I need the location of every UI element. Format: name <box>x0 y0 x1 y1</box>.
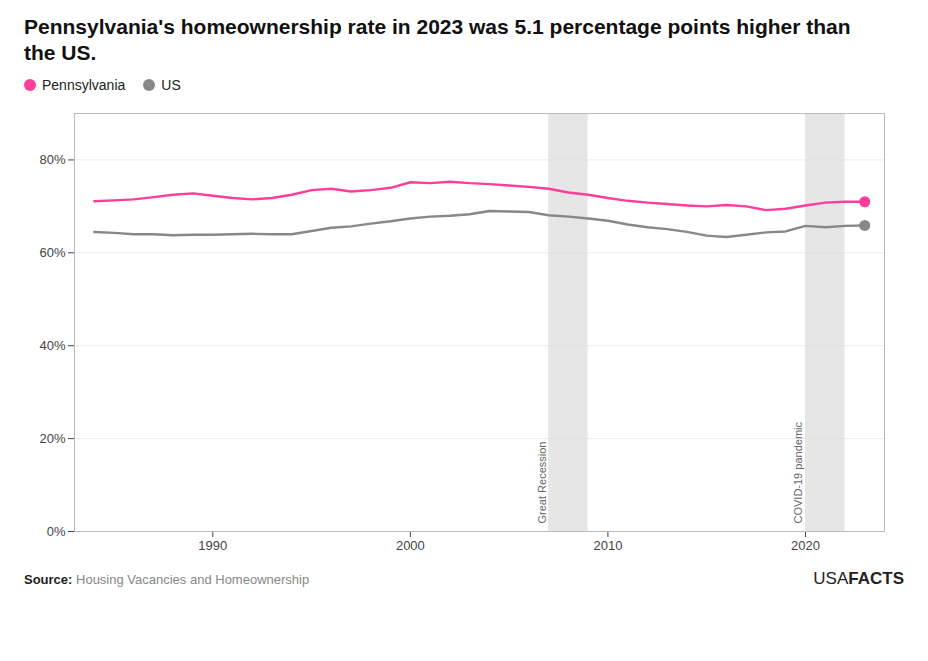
svg-text:80%: 80% <box>39 152 65 167</box>
html-text:Source: Housing Vacancies and: Source: Housing Vacancies and Homeowners… <box>24 571 310 587</box>
svg-text:0%: 0% <box>47 523 66 538</box>
svg-text:COVID-19 pandemic: COVID-19 pandemic <box>792 421 804 523</box>
svg-text:2020: 2020 <box>791 537 820 552</box>
svg-text:20%: 20% <box>39 430 65 445</box>
html-text:USA FACTS: USA FACTS <box>813 568 904 588</box>
svg-text:2000: 2000 <box>396 537 425 552</box>
html-text:US: US <box>161 76 181 93</box>
svg-text:2010: 2010 <box>593 537 622 552</box>
svg-text:60%: 60% <box>39 244 65 259</box>
html-text:Pennsylvania: Pennsylvania <box>42 76 126 93</box>
svg-text:1990: 1990 <box>198 537 227 552</box>
svg-text:Great Recession: Great Recession <box>536 441 548 523</box>
html-text:Pennsylvania's homeownership r: Pennsylvania's homeownership rate in 202… <box>24 15 851 65</box>
svg-text:40%: 40% <box>39 337 65 352</box>
